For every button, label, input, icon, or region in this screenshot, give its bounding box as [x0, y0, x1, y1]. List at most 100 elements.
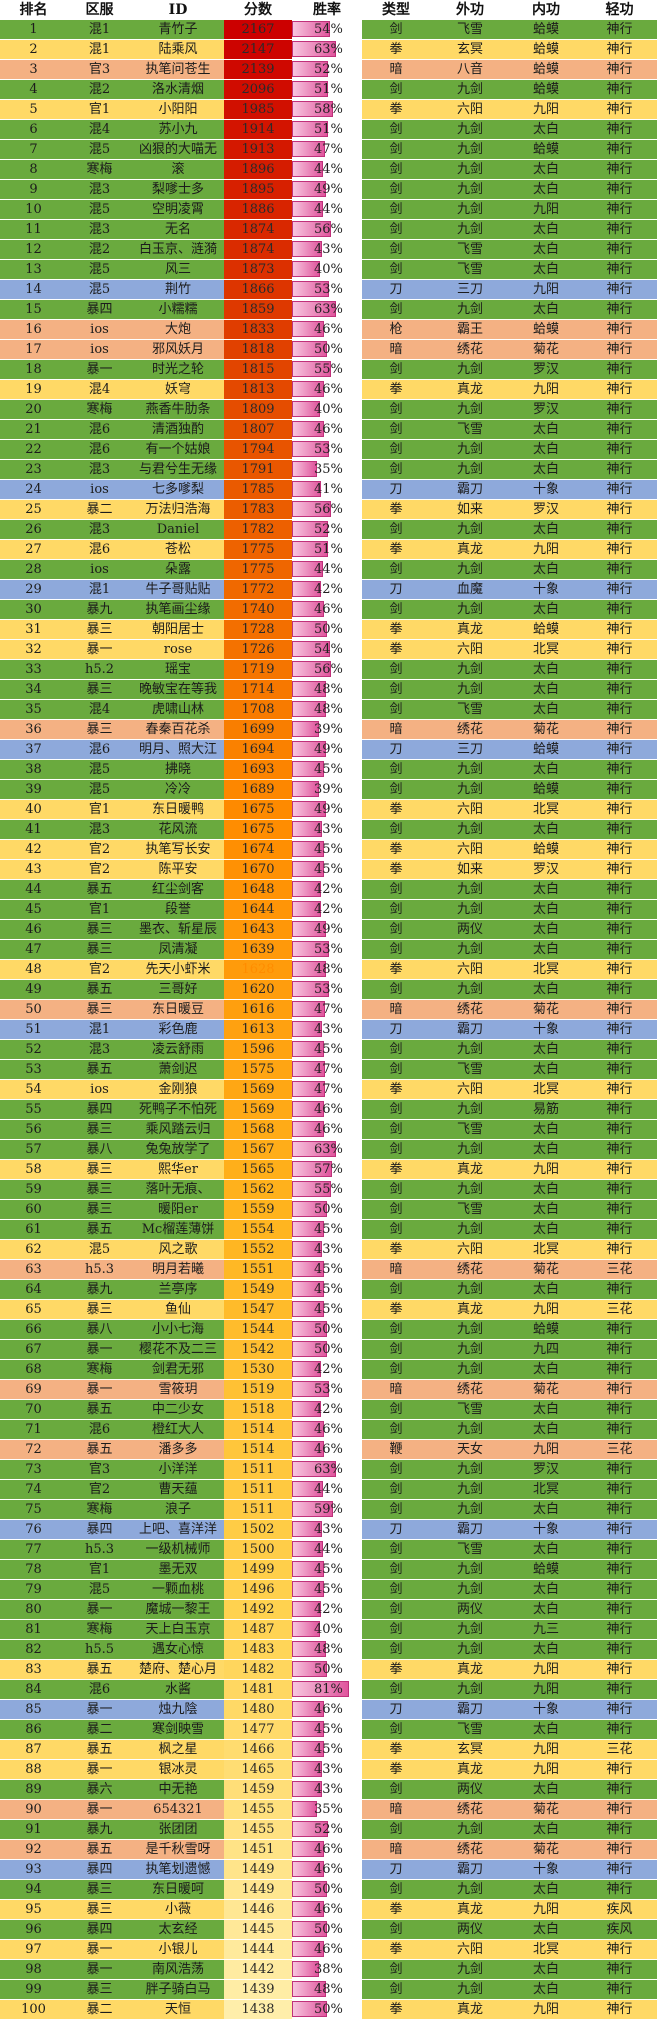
score-cell: 1487: [224, 1619, 292, 1640]
internal-skill-cell: 九阳: [510, 1759, 582, 1780]
type-cell: 剑: [362, 599, 430, 620]
internal-skill-cell: 九阳: [510, 1999, 582, 2020]
internal-skill-cell: 北冥: [510, 959, 582, 980]
server-cell: 暴四: [67, 1099, 132, 1120]
lightness-skill-cell: 神行: [582, 1799, 657, 1820]
rank-cell: 73: [0, 1459, 67, 1480]
id-cell: 乘风踏云归: [132, 1119, 224, 1140]
internal-skill-cell: 蛤蟆: [510, 1559, 582, 1580]
internal-skill-cell: 北冥: [510, 1079, 582, 1100]
lightness-skill-cell: 神行: [582, 339, 657, 360]
winrate-cell: 50%: [292, 1319, 362, 1340]
type-cell: 剑: [362, 879, 430, 900]
external-skill-cell: 绣花: [430, 999, 510, 1020]
id-cell: 中二少女: [132, 1399, 224, 1420]
winrate-value: 46%: [314, 1701, 343, 1717]
score-cell: 1874: [224, 239, 292, 260]
winrate-cell: 51%: [292, 119, 362, 140]
id-cell: 牛子哥贴贴: [132, 579, 224, 600]
rank-cell: 16: [0, 319, 67, 340]
table-row: 20 寒梅 燕香牛肋条 1809 40% 剑九剑 罗汉 神行: [0, 399, 657, 420]
score-cell: 1500: [224, 1539, 292, 1560]
winrate-cell: 50%: [292, 1999, 362, 2020]
table-row: 45 官1 段誉 1644 42% 剑九剑 太白 神行: [0, 899, 657, 920]
id-cell: 烛九陰: [132, 1699, 224, 1720]
winrate-cell: 35%: [292, 1799, 362, 1820]
winrate-cell: 43%: [292, 239, 362, 260]
winrate-cell: 54%: [292, 639, 362, 660]
table-row: 16 ios 大炮 1833 46% 枪霸王 蛤蟆 神行: [0, 319, 657, 340]
server-cell: ios: [67, 559, 132, 580]
score-cell: 1499: [224, 1559, 292, 1580]
rank-cell: 9: [0, 179, 67, 200]
lightness-skill-cell: 神行: [582, 259, 657, 280]
winrate-value: 53%: [314, 281, 343, 297]
winrate-cell: 46%: [292, 1899, 362, 1920]
winrate-bar: [292, 1281, 324, 1297]
winrate-cell: 81%: [292, 1679, 362, 1700]
external-skill-cell: 绣花: [430, 1799, 510, 1820]
winrate-cell: 45%: [292, 1579, 362, 1600]
type-cell: 拳: [362, 379, 430, 400]
external-skill-cell: 六阳: [430, 839, 510, 860]
external-skill-cell: 九剑: [430, 1099, 510, 1120]
winrate-cell: 46%: [292, 1939, 362, 1960]
rank-cell: 74: [0, 1479, 67, 1500]
table-row: 47 暴三 凤清凝 1639 53% 剑九剑 太白 神行: [0, 939, 657, 960]
rank-cell: 19: [0, 379, 67, 400]
external-skill-cell: 玄冥: [430, 39, 510, 60]
winrate-bar: [292, 901, 321, 917]
score-cell: 1818: [224, 339, 292, 360]
score-cell: 1794: [224, 439, 292, 460]
internal-skill-cell: 太白: [510, 759, 582, 780]
id-cell: 无名: [132, 219, 224, 240]
type-cell: 暗: [362, 719, 430, 740]
lightness-skill-cell: 神行: [582, 19, 657, 40]
winrate-bar: [292, 581, 321, 597]
winrate-bar: [292, 161, 323, 177]
server-cell: 暴四: [67, 1859, 132, 1880]
table-row: 75 寒梅 浪子 1511 59% 剑九剑 太白 神行: [0, 1499, 657, 1520]
server-cell: 混5: [67, 259, 132, 280]
winrate-bar: [292, 1401, 321, 1417]
winrate-bar: [292, 741, 326, 757]
server-cell: 混5: [67, 1239, 132, 1260]
server-cell: 混6: [67, 739, 132, 760]
score-cell: 1689: [224, 779, 292, 800]
external-skill-cell: 九剑: [430, 659, 510, 680]
table-row: 15 暴四 小糯糯 1859 63% 剑九剑 太白 神行: [0, 299, 657, 320]
external-skill-cell: 六阳: [430, 1239, 510, 1260]
type-cell: 拳: [362, 1659, 430, 1680]
lightness-skill-cell: 神行: [582, 919, 657, 940]
type-cell: 剑: [362, 1459, 430, 1480]
type-cell: 剑: [362, 919, 430, 940]
table-row: 64 暴九 兰亭序 1549 45% 剑九剑 太白 神行: [0, 1279, 657, 1300]
id-cell: 苍松: [132, 539, 224, 560]
winrate-value: 56%: [314, 221, 343, 237]
external-skill-cell: 九剑: [430, 359, 510, 380]
table-row: 4 混2 洛水清烟 2096 51% 剑九剑 蛤蟆 神行: [0, 79, 657, 100]
score-cell: 1896: [224, 159, 292, 180]
table-row: 26 混3 Daniel 1782 52% 剑九剑 太白 神行: [0, 519, 657, 540]
winrate-bar: [292, 1061, 325, 1077]
internal-skill-cell: 太白: [510, 699, 582, 720]
lightness-skill-cell: 神行: [582, 639, 657, 660]
score-cell: 1648: [224, 879, 292, 900]
internal-skill-cell: 太白: [510, 919, 582, 940]
ranking-body: 1 混1 青竹子 2167 54% 剑飞雪 蛤蟆 神行 2 混1 陆乘风 2147 63% 拳玄冥 蛤蟆 神行…: [0, 19, 657, 2020]
winrate-value: 43%: [314, 1761, 343, 1777]
type-cell: 拳: [362, 799, 430, 820]
id-cell: 兔兔放学了: [132, 1139, 224, 1160]
winrate-cell: 48%: [292, 679, 362, 700]
external-skill-cell: 飞雪: [430, 419, 510, 440]
score-cell: 1616: [224, 999, 292, 1020]
rank-cell: 17: [0, 339, 67, 360]
winrate-value: 44%: [314, 161, 343, 177]
internal-skill-cell: 太白: [510, 1779, 582, 1800]
server-cell: 暴一: [67, 1339, 132, 1360]
server-cell: 暴三: [67, 1199, 132, 1220]
lightness-skill-cell: 神行: [582, 679, 657, 700]
winrate-value: 46%: [314, 1901, 343, 1917]
winrate-value: 43%: [314, 1781, 343, 1797]
rank-cell: 26: [0, 519, 67, 540]
